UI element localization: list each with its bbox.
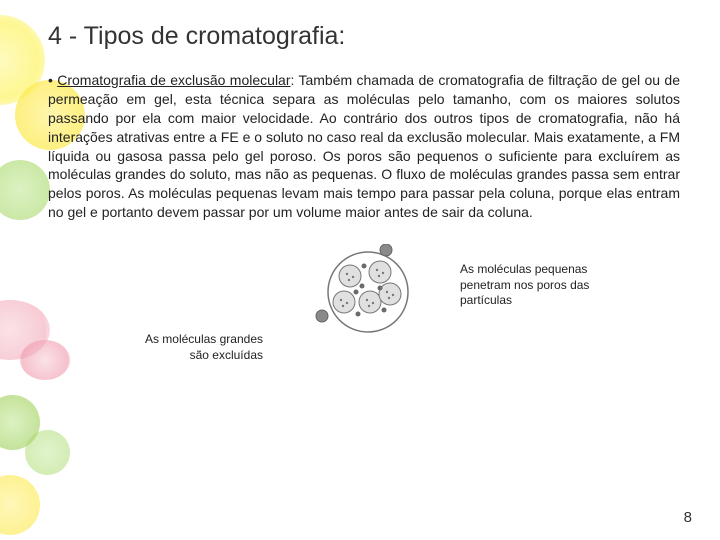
lead-term: Cromatografia de exclusão molecular: [57, 72, 290, 88]
decoration-circle: [0, 475, 40, 535]
diagram-area: As moléculas grandes são excluídas As mo…: [48, 244, 680, 374]
bullet-prefix: •: [48, 72, 57, 88]
decoration-circle: [25, 430, 70, 475]
body-paragraph: • Cromatografia de exclusão molecular: T…: [48, 71, 680, 222]
caption-large-molecules: As moléculas grandes são excluídas: [103, 332, 263, 363]
exclusion-diagram: [308, 244, 428, 349]
caption-line: As moléculas grandes: [145, 332, 263, 346]
caption-line: partículas: [460, 293, 512, 307]
caption-small-molecules: As moléculas pequenas penetram nos poros…: [460, 262, 650, 309]
caption-line: As moléculas pequenas: [460, 262, 587, 276]
particle-svg: [308, 244, 428, 344]
page-number: 8: [684, 509, 692, 526]
caption-line: penetram nos poros das: [460, 278, 589, 292]
slide-title: 4 - Tipos de cromatografia:: [48, 22, 680, 51]
caption-line: são excluídas: [190, 348, 263, 362]
slide-content: 4 - Tipos de cromatografia: • Cromatogra…: [0, 0, 720, 394]
body-rest: : Também chamada de cromatografia de fil…: [48, 72, 680, 220]
